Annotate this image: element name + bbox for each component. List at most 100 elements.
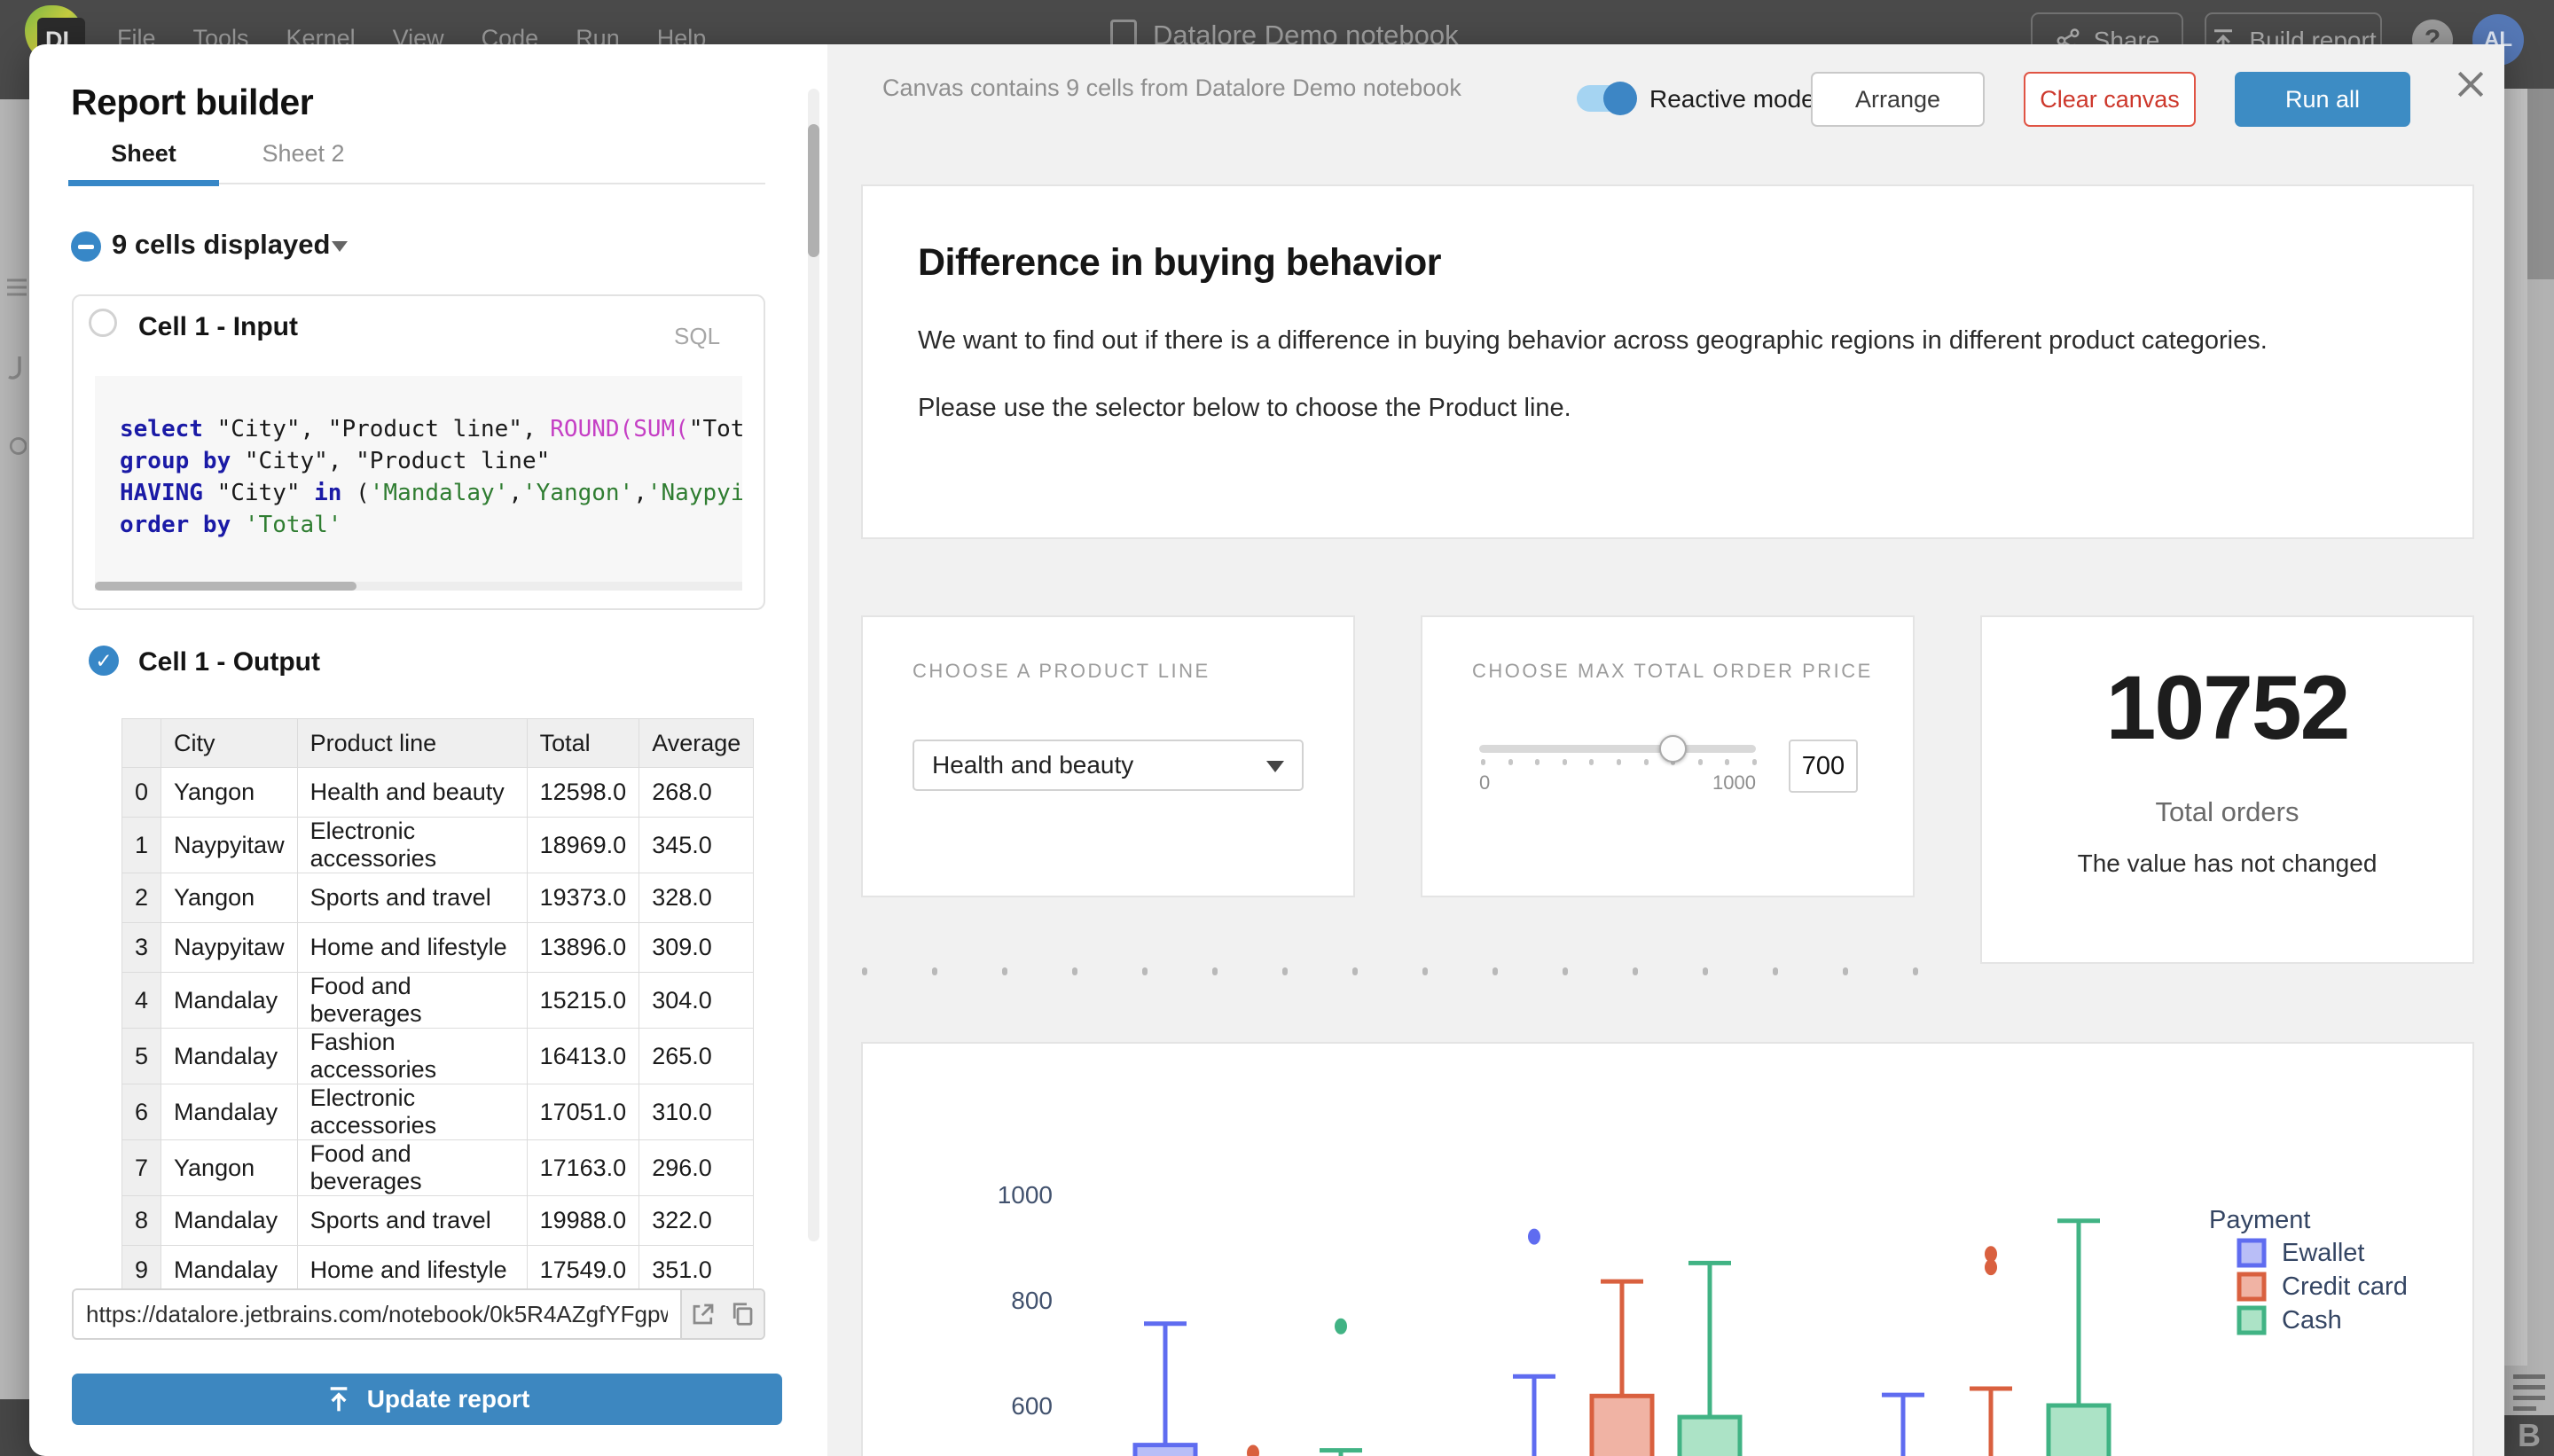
canvas-status-text: Canvas contains 9 cells from Datalore De… <box>882 74 1461 101</box>
legend-swatch[interactable] <box>2237 1272 2267 1302</box>
table-cell: Mandalay <box>161 1084 298 1140</box>
total-orders-note: The value has not changed <box>2077 849 2378 877</box>
outlier-point <box>1985 1259 1997 1276</box>
tab-sheet-2[interactable]: Sheet 2 <box>262 140 345 167</box>
table-cell: 345.0 <box>638 817 755 873</box>
table-row: 6 Mandalay Electronic accessories 17051.0 31… <box>121 1084 755 1140</box>
copy-icon[interactable] <box>729 1301 756 1327</box>
legend-swatch[interactable] <box>2237 1238 2267 1268</box>
table-row: 8 Mandalay Sports and travel 19988.0 322.0 <box>121 1195 755 1246</box>
table-cell: 2 <box>121 873 162 923</box>
legend-label: Ewallet <box>2282 1239 2365 1267</box>
table-cell: 9 <box>121 1245 162 1296</box>
grid-dot <box>1633 967 1638 975</box>
table-cell: 13896.0 <box>526 922 640 973</box>
total-orders-card[interactable]: 10752 Total orders The value has not cha… <box>1980 615 2474 964</box>
collapse-cells-icon[interactable] <box>71 231 101 262</box>
close-icon[interactable] <box>2451 66 2490 105</box>
share-url-input[interactable] <box>74 1290 680 1338</box>
price-slider-handle[interactable] <box>1659 735 1687 763</box>
table-cell: 322.0 <box>638 1195 755 1246</box>
total-orders-value: 10752 <box>2105 657 2351 758</box>
code-hscrollbar-thumb[interactable] <box>95 582 356 591</box>
outline-icon[interactable] <box>2504 1366 2554 1415</box>
output-table: City Product line Total Average 0 Yangon Healt… <box>121 718 755 1296</box>
max-price-label: CHOOSE MAX TOTAL ORDER PRICE <box>1472 660 1873 682</box>
notebook-scrollbar-thumb[interactable] <box>2527 89 2554 279</box>
product-line-select[interactable]: Health and beauty <box>913 740 1304 791</box>
table-cell: 310.0 <box>638 1084 755 1140</box>
grid-dot <box>1703 967 1708 975</box>
grid-dot <box>862 967 867 975</box>
slider-max-label: 1000 <box>1712 771 1756 794</box>
table-cell: Mandalay <box>161 1245 298 1296</box>
price-value-input[interactable]: 700 <box>1789 740 1858 793</box>
table-cell: 265.0 <box>638 1028 755 1084</box>
table-cell: Fashion accessories <box>296 1028 528 1084</box>
left-rail <box>0 99 29 1456</box>
run-all-button[interactable]: Run all <box>2235 72 2410 127</box>
select-caret-icon <box>1266 761 1284 772</box>
price-slider-track[interactable] <box>1479 745 1756 753</box>
update-report-button[interactable]: Update report <box>72 1374 782 1425</box>
cell-1-input-checkbox[interactable] <box>89 309 117 337</box>
grid-dot <box>1843 967 1848 975</box>
chevron-down-icon[interactable] <box>332 241 348 252</box>
upload-icon <box>330 1387 348 1412</box>
report-builder-modal: Report builder Sheet Sheet 2 9 cells dis… <box>29 44 2504 1456</box>
table-cell: Naypyitaw <box>161 817 298 873</box>
box <box>2046 1403 2111 1456</box>
sql-code-editor[interactable]: select "City", "Product line", ROUND(SUM… <box>95 376 742 591</box>
table-cell: Mandalay <box>161 1028 298 1084</box>
table-row: 4 Mandalay Food and beverages 15215.0 304.0 <box>121 972 755 1029</box>
table-cell: Home and lifestyle <box>296 922 528 973</box>
table-cell: 19373.0 <box>526 873 640 923</box>
code-hscrollbar-track[interactable] <box>95 582 742 591</box>
box <box>1589 1393 1655 1456</box>
grid-dot <box>1492 967 1498 975</box>
table-cell: 5 <box>121 1028 162 1084</box>
tab-sheet[interactable]: Sheet <box>111 140 176 167</box>
report-paragraph-1: We want to find out if there is a differ… <box>918 326 2268 355</box>
slider-min-label: 0 <box>1479 771 1491 794</box>
table-cell: Electronic accessories <box>296 817 528 873</box>
table-cell: 17549.0 <box>526 1245 640 1296</box>
table-cell: 268.0 <box>638 767 755 818</box>
table-row: 2 Yangon Sports and travel 19373.0 328.0 <box>121 873 755 923</box>
table-row: 3 Naypyitaw Home and lifestyle 13896.0 309.0 <box>121 922 755 973</box>
table-cell: Food and beverages <box>296 1139 528 1196</box>
table-cell: 7 <box>121 1139 162 1196</box>
column-header: Product line <box>296 718 528 768</box>
boxplot-card[interactable]: 6008001000TotalPaymentEwalletCredit card… <box>861 1042 2474 1456</box>
table-cell: Food and beverages <box>296 972 528 1029</box>
cell-1-output-checkbox[interactable]: ✓ <box>89 646 119 676</box>
table-cell: 17051.0 <box>526 1084 640 1140</box>
share-url-group <box>72 1288 765 1340</box>
y-tick-label: 1000 <box>998 1181 1053 1209</box>
circle-icon[interactable] <box>7 434 27 458</box>
arrange-button[interactable]: Arrange <box>1811 72 1985 127</box>
open-link-icon[interactable] <box>690 1301 717 1327</box>
table-cell: 3 <box>121 922 162 973</box>
table-cell: 304.0 <box>638 972 755 1029</box>
report-heading: Difference in buying behavior <box>918 241 1442 284</box>
hamburger-icon[interactable] <box>7 277 27 298</box>
panel-scrollbar-thumb[interactable] <box>808 124 819 257</box>
table-cell: 6 <box>121 1084 162 1140</box>
legend-swatch[interactable] <box>2237 1305 2267 1335</box>
notebook-scrollbar-track[interactable] <box>2527 89 2554 1366</box>
grid-dot <box>1913 967 1918 975</box>
panel-scrollbar-track[interactable] <box>808 89 819 1241</box>
code-line: HAVING "City" in ('Mandalay','Yangon','N… <box>120 480 742 506</box>
cells-displayed-label[interactable]: 9 cells displayed <box>112 229 331 260</box>
table-cell: Yangon <box>161 873 298 923</box>
page-title: Report builder <box>71 82 314 122</box>
heading-card[interactable] <box>861 184 2474 539</box>
outlier-point <box>1528 1228 1540 1245</box>
reactive-mode-toggle-knob[interactable] <box>1603 82 1637 115</box>
outlier-point <box>1247 1444 1259 1456</box>
table-cell: 15215.0 <box>526 972 640 1029</box>
clear-canvas-button[interactable]: Clear canvas <box>2024 72 2196 127</box>
history-icon[interactable] <box>7 355 27 380</box>
product-line-label: CHOOSE A PRODUCT LINE <box>913 660 1210 682</box>
